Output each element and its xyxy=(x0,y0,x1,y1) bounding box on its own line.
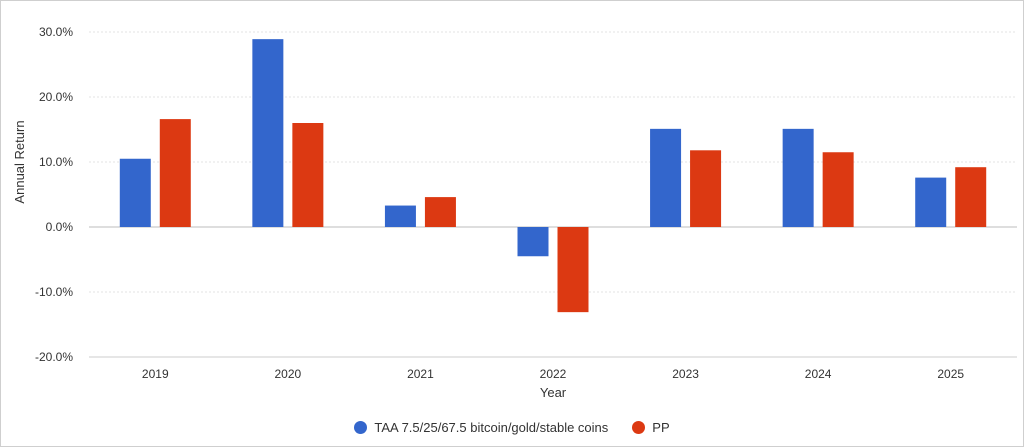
y-tick-label: 0.0% xyxy=(46,220,74,234)
bar-taa-2023[interactable] xyxy=(650,128,682,227)
bar-taa-2021[interactable] xyxy=(384,205,416,227)
x-tick-label: 2023 xyxy=(672,367,699,381)
bars xyxy=(119,39,987,313)
y-tick-label: 30.0% xyxy=(39,25,73,39)
legend: TAA 7.5/25/67.5 bitcoin/gold/stable coin… xyxy=(0,417,1024,437)
legend-swatch-pp xyxy=(632,420,646,434)
bar-taa-2024[interactable] xyxy=(782,128,814,227)
legend-label-taa: TAA 7.5/25/67.5 bitcoin/gold/stable coin… xyxy=(374,419,609,435)
x-tick-label: 2025 xyxy=(937,367,964,381)
y-tick-label: -10.0% xyxy=(35,285,73,299)
bar-pp-2019[interactable] xyxy=(159,119,191,227)
y-axis-title: Annual Return xyxy=(12,120,27,203)
x-axis-title: Year xyxy=(540,385,567,400)
bar-taa-2025[interactable] xyxy=(915,177,947,227)
bar-pp-2022[interactable] xyxy=(557,227,589,313)
y-tick-label: 20.0% xyxy=(39,90,73,104)
bar-pp-2025[interactable] xyxy=(955,167,987,227)
legend-item-taa[interactable]: TAA 7.5/25/67.5 bitcoin/gold/stable coin… xyxy=(354,420,608,435)
grid-lines xyxy=(89,31,1017,358)
y-tick-label: 10.0% xyxy=(39,155,73,169)
x-tick-label: 2022 xyxy=(540,367,567,381)
bar-pp-2024[interactable] xyxy=(822,152,854,227)
bar-taa-2019[interactable] xyxy=(119,158,151,227)
bar-pp-2020[interactable] xyxy=(292,123,324,227)
y-axis-ticks: 30.0% 20.0% 10.0% 0.0% -10.0% -20.0% xyxy=(35,25,73,364)
x-axis-ticks: 2019 2020 2021 2022 2023 2024 2025 xyxy=(142,367,964,381)
legend-item-pp[interactable]: PP xyxy=(632,419,670,435)
bar-taa-2022[interactable] xyxy=(517,227,549,257)
bar-taa-2020[interactable] xyxy=(252,39,284,228)
bar-pp-2021[interactable] xyxy=(424,197,456,227)
x-tick-label: 2021 xyxy=(407,367,434,381)
bar-pp-2023[interactable] xyxy=(690,150,722,227)
legend-label-pp: PP xyxy=(652,419,670,435)
x-tick-label: 2020 xyxy=(275,367,302,381)
y-tick-label: -20.0% xyxy=(35,350,73,364)
legend-swatch-taa xyxy=(354,420,368,434)
x-tick-label: 2019 xyxy=(142,367,169,381)
x-tick-label: 2024 xyxy=(805,367,832,381)
